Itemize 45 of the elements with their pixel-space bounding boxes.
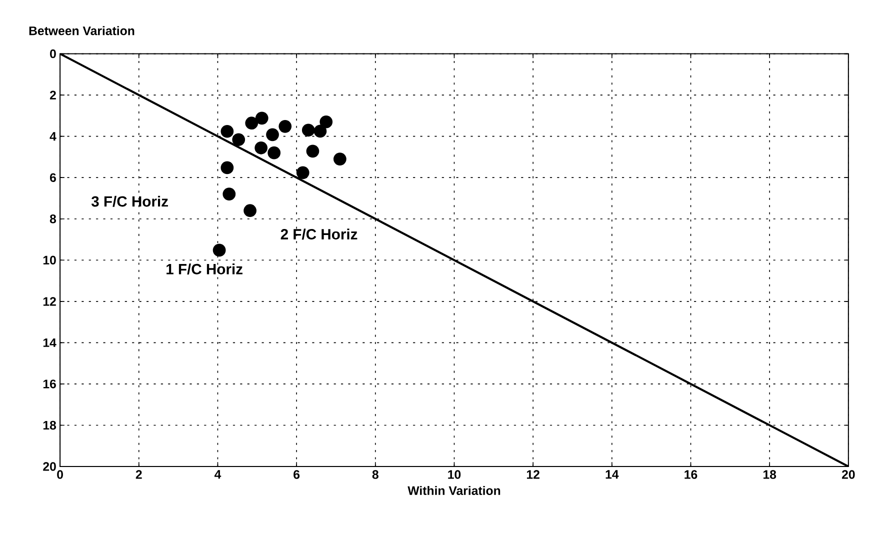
point [244, 204, 256, 218]
y-tick-label: 8 [50, 214, 56, 224]
annotation: 1 F/C Horiz [166, 264, 242, 275]
point [278, 120, 292, 134]
x-tick-label: 8 [372, 470, 378, 480]
x-tick-label: 18 [763, 470, 776, 480]
y-tick-label: 2 [50, 90, 56, 100]
y-tick-label: 12 [43, 297, 56, 306]
point [255, 112, 268, 125]
y-tick-label: 10 [43, 256, 56, 265]
point [220, 125, 234, 138]
point [306, 144, 320, 158]
point [232, 133, 246, 146]
x-axis-title: Within Variation [408, 486, 500, 496]
x-tick-label: 0 [57, 470, 63, 480]
x-tick-label: 20 [842, 470, 855, 480]
point [333, 152, 346, 166]
x-tick-label: 4 [214, 470, 222, 479]
point [222, 188, 236, 201]
point [320, 116, 333, 128]
x-tick-label: 6 [294, 470, 300, 480]
x-tick-label: 16 [684, 470, 698, 480]
x-tick-label: 2 [136, 470, 142, 479]
y-tick-label: 4 [50, 132, 56, 141]
y-tick-label: 6 [50, 173, 56, 182]
y-tick-label: 14 [43, 338, 56, 348]
point [254, 142, 268, 155]
y-axis-title: Between Variation [29, 26, 134, 36]
y-tick-label: 20 [43, 462, 56, 472]
y-tick-label: 0 [50, 50, 56, 58]
point [302, 124, 315, 137]
point [212, 244, 226, 257]
point [314, 124, 327, 138]
point [296, 166, 310, 180]
x-tick-label: 14 [606, 470, 619, 479]
x-tick-label: 10 [448, 470, 461, 480]
point [266, 128, 279, 142]
point [220, 161, 234, 174]
point [245, 116, 258, 130]
x-tick-label: 12 [526, 470, 540, 479]
annotation: 2 F/C Horiz [280, 228, 358, 240]
annotation: 3 F/C Horiz [91, 196, 168, 208]
y-tick-label: 18 [43, 421, 56, 430]
y-tick-label: 16 [43, 380, 56, 389]
point [268, 146, 281, 160]
